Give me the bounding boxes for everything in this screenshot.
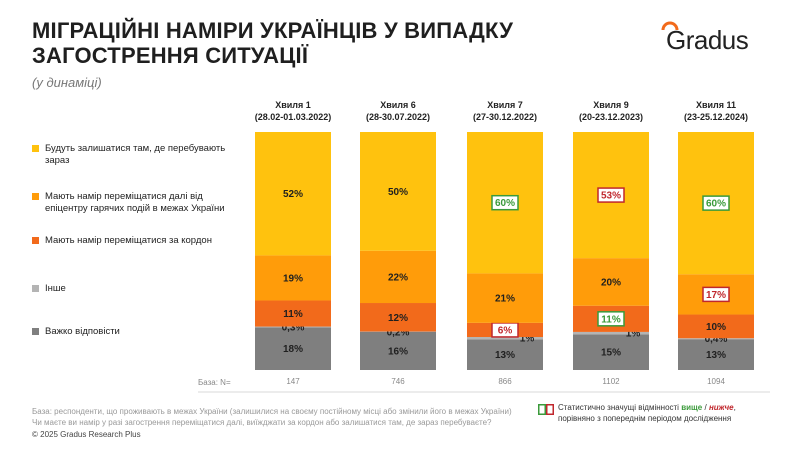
value-label-hard: 15%	[601, 348, 621, 359]
significance-box	[491, 322, 519, 338]
value-label-other: 0,2%	[387, 327, 410, 338]
base-n-value: 1102	[602, 377, 620, 386]
value-label-move_inside: 20%	[601, 277, 621, 288]
sig-sep: /	[704, 403, 707, 412]
bar-segment-hard	[467, 339, 543, 370]
base-n-value: 1094	[707, 377, 725, 386]
value-label-move_inside: 19%	[283, 273, 303, 284]
significance-box	[597, 311, 625, 327]
legend-item-hard: Важко відповісти	[32, 326, 237, 338]
base-n-value: 866	[498, 377, 512, 386]
value-label-hard: 13%	[706, 350, 726, 361]
bar-segment-move_inside	[467, 273, 543, 323]
significance-box	[597, 187, 625, 203]
value-label-abroad: 11%	[601, 314, 621, 325]
base-n-value: 746	[391, 377, 405, 386]
logo-arc-icon	[661, 21, 679, 31]
value-label-other: 1%	[626, 329, 641, 340]
wave-dates: (28.02-01.03.2022)	[255, 112, 332, 122]
bar-segment-stay	[255, 132, 331, 256]
wave-dates: (28-30.07.2022)	[366, 112, 430, 122]
sig-prefix: Статистично значущі відмінності	[558, 403, 679, 412]
value-label-stay: 60%	[495, 198, 515, 209]
wave-label: Хвиля 1	[275, 100, 311, 110]
bar-segment-stay	[360, 132, 436, 251]
value-label-move_inside: 17%	[706, 290, 726, 301]
bar-segment-move_inside	[360, 250, 436, 304]
wave-dates: (23-25.12.2024)	[684, 112, 748, 122]
legend-item-abroad: Мають намір переміщатися за кордон	[32, 235, 237, 247]
legend-swatch-abroad	[32, 237, 39, 244]
value-label-other: 0,4%	[705, 334, 728, 345]
footnote-question: Чи маєте ви намір у разі загострення пер…	[32, 418, 492, 427]
bar-segment-other	[467, 337, 543, 340]
significance-text: Статистично значущі відмінності вище / н…	[558, 402, 736, 424]
value-label-stay: 60%	[706, 199, 726, 210]
bar-segment-abroad	[678, 314, 754, 339]
base-label: База: N=	[198, 378, 231, 387]
bar-segment-hard	[678, 339, 754, 370]
wave-label: Хвиля 6	[380, 100, 416, 110]
gradus-logo: Gradus	[660, 18, 770, 58]
value-label-hard: 18%	[283, 344, 303, 355]
bar-segment-other	[678, 338, 754, 340]
bar-segment-hard	[255, 327, 331, 370]
sig-lower: нижче	[708, 403, 734, 412]
base-n-value: 147	[286, 377, 300, 386]
bar-segment-hard	[573, 334, 649, 370]
bar-segment-abroad	[360, 303, 436, 332]
legend-item-other: Інше	[32, 283, 237, 295]
legend-label: Мають намір переміщатися за кордон	[45, 235, 212, 246]
footnote-base: База: респонденти, що проживають в межах…	[32, 407, 512, 416]
sig-line2: порівняно з попереднім періодом дослідже…	[558, 414, 732, 423]
bar-segment-hard	[360, 331, 436, 370]
legend-label: Мають намір переміщатися далі від епіцен…	[45, 191, 225, 214]
bar-segment-other	[573, 331, 649, 335]
logo-text: Gradus	[666, 25, 749, 55]
bar-segment-move_inside	[255, 255, 331, 301]
legend-item-move-inside: Мають намір переміщатися далі від епіцен…	[32, 191, 237, 215]
value-label-move_inside: 22%	[388, 272, 408, 283]
sig-higher: вище	[681, 403, 703, 412]
value-label-abroad: 6%	[498, 325, 513, 336]
significance-box	[702, 286, 730, 303]
significance-box	[702, 195, 730, 211]
value-label-stay: 50%	[388, 187, 408, 198]
bar-segment-abroad	[255, 300, 331, 327]
value-label-hard: 16%	[388, 346, 408, 357]
stacked-bar-chart: Хвиля 1 (28.02-01.03.2022) 18% 0,3% 11% 19% 52…	[198, 100, 770, 393]
page-subtitle: (у динаміці)	[32, 75, 102, 90]
significance-box	[491, 194, 519, 211]
copyright: © 2025 Gradus Research Plus	[32, 430, 141, 439]
value-label-hard: 13%	[495, 350, 515, 361]
bar-segment-move_inside	[573, 258, 649, 306]
value-label-abroad: 12%	[388, 313, 408, 324]
legend-label: Інше	[45, 283, 66, 294]
legend-swatch-other	[32, 285, 39, 292]
legend-swatch-stay	[32, 145, 39, 152]
value-label-stay: 52%	[283, 189, 303, 200]
legend-swatch-hard	[32, 328, 39, 335]
legend-label: Важко відповісти	[45, 326, 120, 337]
legend-swatch-move-inside	[32, 193, 39, 200]
wave-label: Хвиля 7	[487, 100, 523, 110]
value-label-abroad: 10%	[706, 322, 726, 333]
sig-suffix: ,	[733, 403, 736, 412]
wave-dates: (27-30.12.2022)	[473, 112, 537, 122]
bar-segment-other	[255, 326, 331, 328]
significance-boxes-icon	[538, 404, 554, 415]
value-label-other: 0,3%	[282, 322, 305, 333]
wave-label: Хвиля 9	[593, 100, 629, 110]
legend-label: Будуть залишатися там, де перебувають за…	[45, 143, 226, 166]
wave-dates: (20-23.12.2023)	[579, 112, 643, 122]
wave-label: Хвиля 11	[696, 100, 736, 110]
page-title: МІГРАЦІЙНІ НАМІРИ УКРАЇНЦІВ У ВИПАДКУ ЗА…	[32, 18, 514, 68]
value-label-stay: 53%	[601, 191, 621, 202]
legend-item-stay: Будуть залишатися там, де перебувають за…	[32, 143, 237, 167]
value-label-move_inside: 21%	[495, 294, 515, 305]
value-label-other: 1%	[520, 334, 535, 345]
value-label-abroad: 11%	[283, 309, 303, 320]
